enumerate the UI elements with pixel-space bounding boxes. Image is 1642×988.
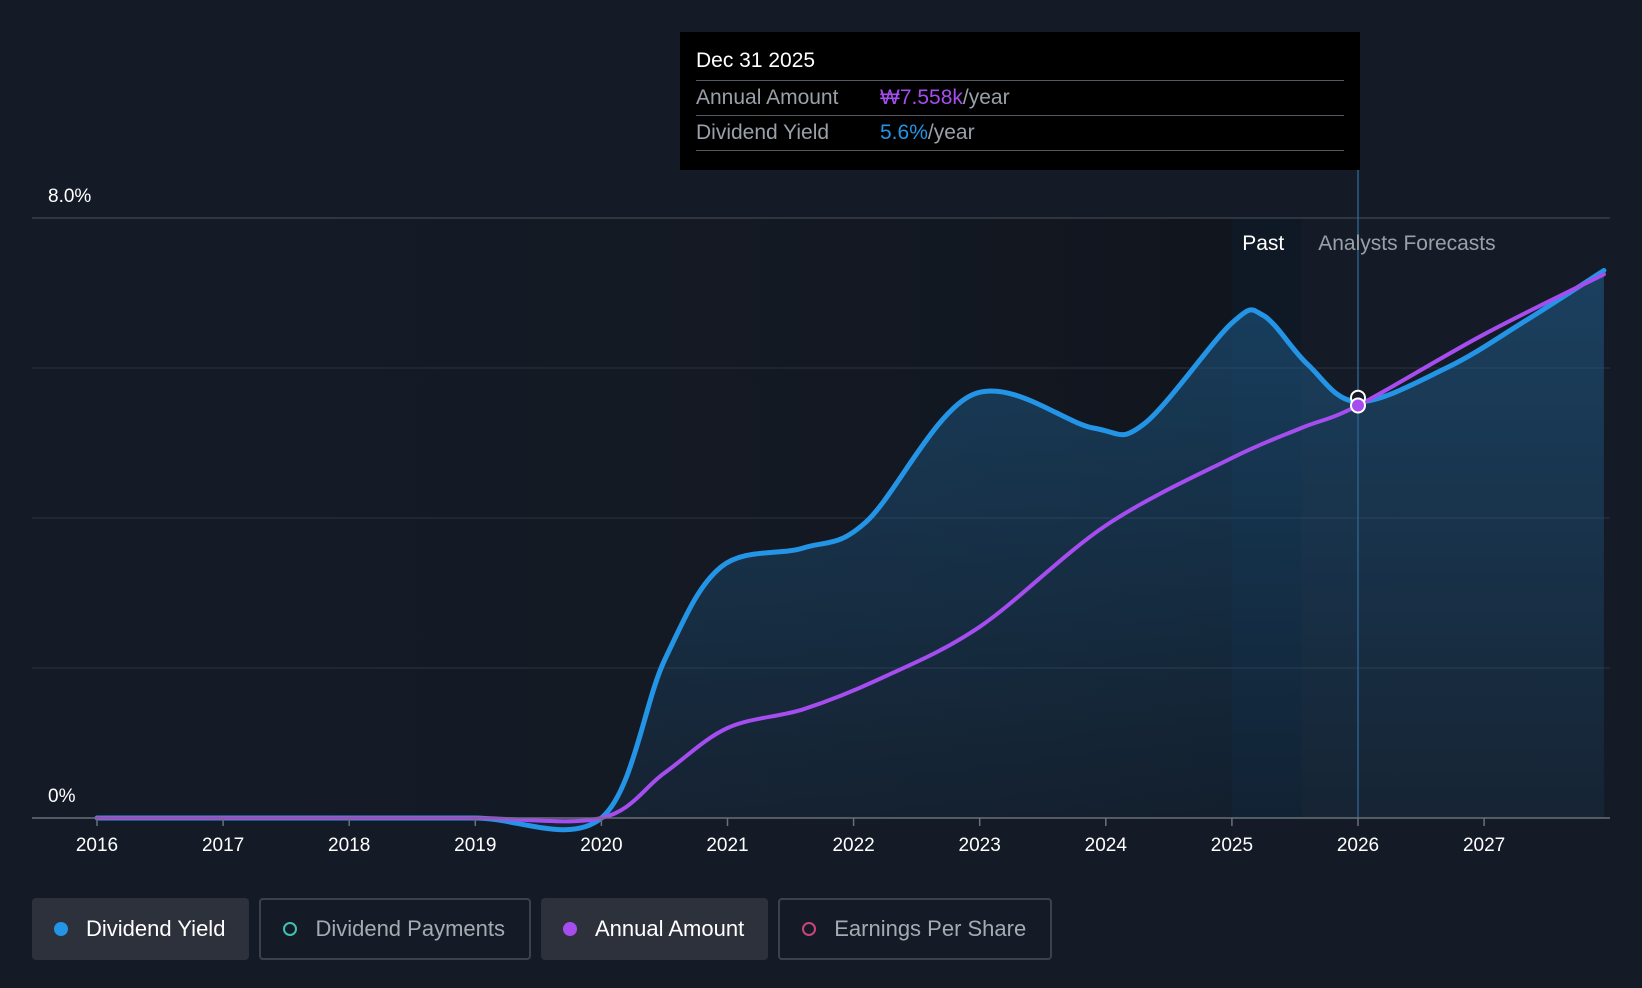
tooltip-value: ₩7.558k [880, 86, 963, 109]
chart-tooltip: Dec 31 2025 Annual Amount ₩7.558k /year … [680, 32, 1360, 170]
forecast-region-label: Analysts Forecasts [1318, 232, 1495, 255]
x-tick-label: 2023 [959, 835, 1001, 856]
legend-dividend-payments[interactable]: Dividend Payments [259, 898, 531, 960]
tooltip-row-annual-amount: Annual Amount ₩7.558k /year [696, 81, 1344, 116]
x-tick-label: 2016 [76, 835, 118, 856]
tooltip-key: Dividend Yield [696, 121, 830, 144]
x-tick-label: 2024 [1085, 835, 1128, 856]
legend-label: Earnings Per Share [834, 916, 1027, 941]
tooltip-row-dividend-yield: Dividend Yield 5.6% /year [696, 116, 1344, 151]
tooltip-value: 5.6% [880, 121, 928, 144]
tooltip-date: Dec 31 2025 [696, 46, 1344, 81]
legend-dividend-yield[interactable]: Dividend Yield [32, 898, 250, 960]
tooltip-unit: /year [962, 86, 1010, 109]
x-axis-ticks: 2016 2017 2018 2019 2020 2021 2022 2023 2024 2025… [76, 818, 1505, 856]
ring-icon [802, 922, 817, 936]
chart-legend: Dividend Yield Dividend Payments Annual … [32, 898, 1053, 960]
y-axis-min-label: 0% [48, 786, 76, 807]
x-tick-label: 2018 [328, 835, 370, 856]
dividend-yield-area [97, 270, 1604, 830]
dot-icon [562, 922, 577, 936]
tooltip-unit: /year [927, 121, 975, 144]
x-tick-label: 2021 [706, 835, 748, 856]
tooltip-key: Annual Amount [696, 86, 839, 109]
legend-label: Dividend Yield [86, 916, 226, 941]
legend-label: Annual Amount [594, 916, 745, 941]
annual-amount-marker[interactable] [1350, 397, 1366, 414]
legend-annual-amount[interactable]: Annual Amount [540, 898, 769, 960]
x-tick-label: 2026 [1337, 835, 1379, 856]
dot-icon [54, 922, 68, 936]
legend-label: Dividend Payments [315, 916, 505, 941]
x-tick-label: 2017 [202, 835, 244, 856]
x-tick-label: 2027 [1463, 835, 1505, 856]
x-tick-label: 2025 [1211, 835, 1253, 856]
past-region-label: Past [1242, 232, 1284, 255]
x-tick-label: 2019 [454, 835, 496, 856]
y-axis-max-label: 8.0% [48, 186, 91, 207]
x-tick-label: 2022 [832, 835, 874, 856]
x-tick-label: 2020 [580, 835, 622, 856]
ring-icon [283, 922, 298, 936]
legend-earnings-per-share[interactable]: Earnings Per Share [778, 898, 1053, 960]
